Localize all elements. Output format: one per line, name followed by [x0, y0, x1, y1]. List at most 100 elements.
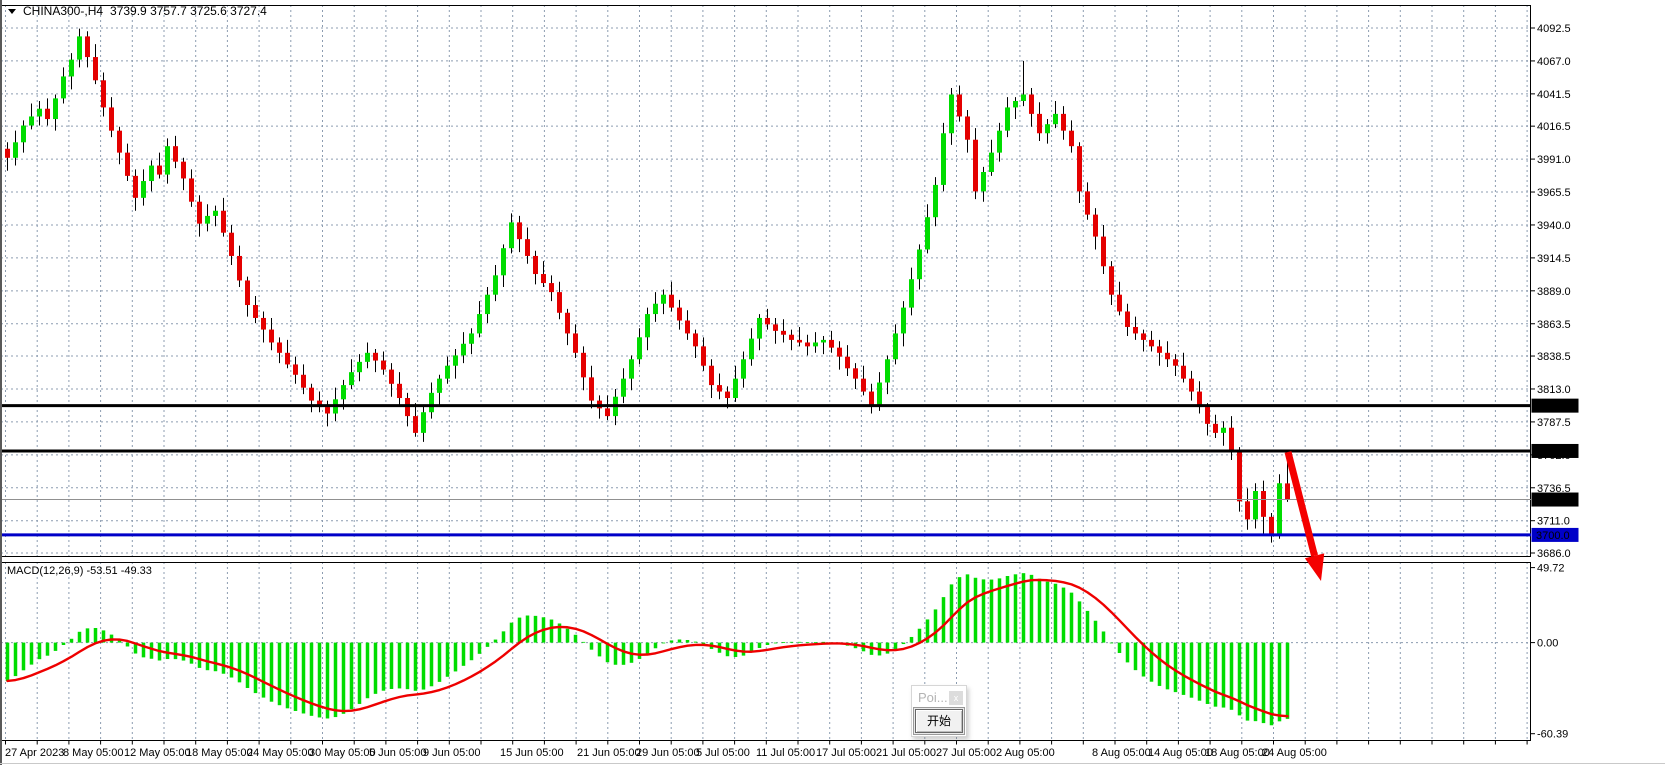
candle-body — [109, 107, 114, 131]
macd-histogram-bar — [645, 642, 650, 654]
candle-body — [261, 317, 266, 330]
macd-histogram-bar — [85, 628, 90, 643]
chevron-down-icon[interactable] — [8, 8, 16, 14]
candle-body — [477, 314, 482, 334]
candle-body — [365, 352, 370, 362]
start-button[interactable]: 开始 — [915, 709, 963, 733]
candle-body — [701, 346, 706, 366]
macd-histogram-bar — [949, 584, 954, 643]
macd-histogram-bar — [749, 642, 754, 653]
macd-histogram-bar — [1181, 642, 1186, 695]
candle-body — [813, 342, 818, 347]
close-icon[interactable]: x — [949, 691, 963, 705]
candle-body — [645, 314, 650, 338]
macd-histogram-bar — [557, 623, 562, 643]
ohlc-values-label: 3739.9 3757.7 3725.6 3727.4 — [110, 4, 267, 18]
popup-header[interactable]: Poi... x — [912, 686, 966, 710]
macd-histogram-bar — [101, 630, 106, 643]
macd-histogram-bar — [45, 642, 50, 656]
macd-histogram-bar — [1229, 642, 1234, 710]
macd-histogram-bar — [701, 642, 706, 645]
annotations-layer — [1284, 451, 1325, 581]
date-tick-label: 18 Aug 05:00 — [1205, 747, 1270, 759]
macd-histogram-bar — [365, 642, 370, 699]
candle-body — [893, 333, 898, 360]
candle-body — [1117, 294, 1122, 312]
candle-body — [1253, 491, 1258, 520]
macd-histogram-bar — [637, 642, 642, 659]
candle-body — [141, 181, 146, 198]
price-tick-label: 3787.5 — [1537, 417, 1571, 429]
macd-histogram-bar — [293, 642, 298, 711]
candle-body — [1197, 391, 1202, 408]
macd-histogram-bar — [1157, 642, 1162, 686]
macd-histogram-bar — [893, 642, 898, 650]
candle-body — [917, 249, 922, 280]
macd-histogram-bar — [693, 641, 698, 643]
candle-body — [677, 307, 682, 321]
candle-body — [533, 255, 538, 275]
candle-body — [213, 210, 218, 216]
candle-body — [741, 359, 746, 379]
macd-histogram-bar — [1021, 573, 1026, 643]
macd-histogram-bar — [613, 642, 618, 665]
candle-body — [781, 330, 786, 335]
macd-histogram-bar — [1045, 581, 1050, 643]
date-tick-label: 5 Jun 05:00 — [369, 747, 427, 759]
macd-histogram-bar — [61, 642, 66, 645]
candle-body — [149, 165, 154, 182]
candle-body — [205, 215, 210, 224]
macd-histogram-bar — [1069, 592, 1074, 643]
trend-arrow-shaft — [1284, 451, 1318, 557]
candle-body — [453, 355, 458, 366]
macd-histogram-bar — [1189, 642, 1194, 698]
symbol-period-label: CHINA300-,H4 — [23, 4, 104, 18]
candle-body — [85, 36, 90, 58]
candle-body — [709, 365, 714, 386]
candle-body — [1189, 378, 1194, 392]
candle-body — [373, 352, 378, 361]
date-tick-label: 30 May 05:00 — [309, 747, 376, 759]
date-tick-label: 9 Jun 05:00 — [423, 747, 481, 759]
macd-histogram-bar — [989, 579, 994, 643]
candle-body — [637, 337, 642, 360]
candle-body — [325, 407, 330, 414]
candle-body — [1181, 365, 1186, 379]
candle-body — [829, 339, 834, 348]
candle-body — [173, 146, 178, 162]
candle-body — [517, 222, 522, 240]
price-tick-label: 4016.5 — [1537, 121, 1571, 133]
candle-body — [733, 378, 738, 399]
candle-body — [509, 222, 514, 249]
macd-histogram-bar — [165, 642, 170, 660]
level-lines — [0, 404, 1531, 537]
candle-body — [581, 352, 586, 378]
macd-histogram-bar — [565, 628, 570, 643]
candle-body — [525, 239, 530, 256]
symbol-bar: CHINA300-,H4 3739.9 3757.7 3725.6 3727.4 — [8, 4, 267, 18]
candle-body — [437, 378, 442, 393]
candle-body — [445, 365, 450, 379]
macd-histogram-bar — [885, 642, 890, 654]
candle-body — [661, 294, 666, 304]
macd-histogram-bar — [1237, 642, 1242, 716]
macd-histogram-bar — [213, 642, 218, 672]
candle-body — [989, 152, 994, 173]
candle-body — [157, 165, 162, 175]
date-tick-label: 12 May 05:00 — [124, 747, 191, 759]
candle-body — [797, 339, 802, 343]
candle-body — [1205, 407, 1210, 424]
macd-histogram-bar — [309, 642, 314, 716]
macd-histogram-bar — [405, 642, 410, 690]
macd-histogram-bar — [389, 642, 394, 689]
price-tick-label: 3863.5 — [1537, 319, 1571, 331]
price-axis[interactable]: 4092.5 4067.0 4041.5 4016.5 3991.0 3965.5 3940… — [1531, 23, 1571, 741]
candle-body — [181, 161, 186, 179]
macd-histogram-bar — [421, 642, 426, 690]
macd-tick-label: 0.00 — [1537, 638, 1558, 650]
popup-title: Poi... — [918, 690, 948, 705]
start-button-frame: 开始 — [913, 707, 965, 735]
candle-body — [125, 152, 130, 176]
